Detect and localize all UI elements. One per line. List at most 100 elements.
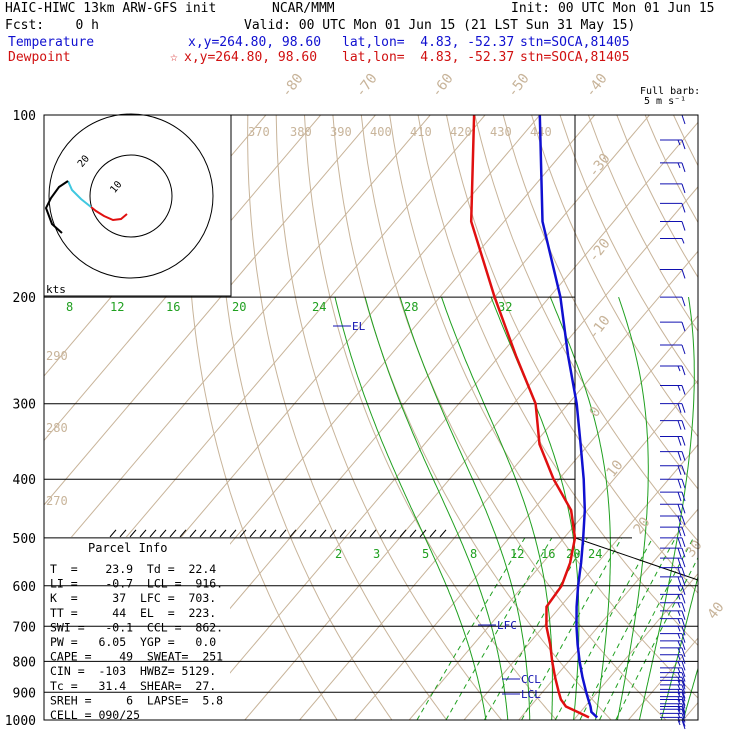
moist-adiabat	[638, 297, 695, 720]
wind-barb-half	[677, 162, 681, 169]
pressure-label-200: 200	[13, 291, 36, 306]
mixing-ratio-line	[579, 537, 676, 720]
isotherm-label: -80	[279, 71, 307, 101]
wind-barb	[660, 465, 686, 475]
level-label-lcl: LCL	[521, 688, 541, 701]
wind-barb	[660, 672, 686, 682]
temperature-station: stn=SOCA,81405	[520, 35, 630, 50]
wind-barb-flag	[681, 692, 686, 702]
pressure-label-700: 700	[13, 620, 36, 635]
freezing-hatch	[309, 529, 317, 538]
wind-barb-flag	[677, 515, 682, 526]
dewpoint-profile	[469, 114, 590, 719]
wind-barb	[660, 625, 686, 636]
dry-adiabat	[304, 115, 557, 720]
wind-barb-flag	[681, 365, 686, 376]
moist-adiabat-label: 12	[110, 300, 124, 314]
mixing-ratio-label: 3	[373, 547, 380, 561]
mixing-ratio-line	[554, 537, 654, 720]
wind-barb-flag	[677, 436, 682, 446]
wind-barb-flag	[681, 585, 686, 595]
mixing-ratio-label: 5	[422, 547, 429, 561]
temperature-profile	[538, 114, 599, 719]
wind-barb-half	[677, 684, 681, 691]
wind-barb-flag	[681, 465, 686, 475]
moist-adiabat-label: 8	[66, 300, 73, 314]
freezing-hatch	[219, 529, 227, 538]
hodograph-trace-high	[44, 180, 69, 234]
wind-barb	[660, 385, 686, 395]
wind-barb-flag	[681, 647, 686, 658]
freezing-hatch	[169, 529, 177, 538]
wind-barb-flag	[681, 183, 686, 194]
init-time: Init: 00 UTC Mon 01 Jun 15	[511, 1, 715, 16]
wind-barb	[660, 321, 686, 332]
mixing-ratio-line	[416, 537, 526, 720]
wind-barb-flag	[681, 322, 686, 332]
theta-label: 420	[450, 125, 472, 139]
wind-barb	[660, 403, 686, 413]
wind-barb	[660, 660, 686, 671]
parcel-info-row: SREH = 6 LAPSE= 5.8	[50, 693, 223, 707]
dewpoint-latlon: lat,lon= 4.83, -52.37	[342, 50, 515, 65]
wind-barb-half	[677, 713, 681, 719]
wind-barb-flag	[681, 677, 686, 687]
wind-barb	[660, 268, 686, 279]
wind-barb-flag	[681, 526, 686, 537]
dry-adiabat	[186, 115, 338, 720]
isotherm-line	[299, 250, 698, 720]
mixing-ratio-label: 20	[566, 547, 580, 561]
wind-barb-half	[677, 654, 681, 660]
freezing-hatch	[399, 529, 407, 538]
wind-barb	[660, 537, 686, 548]
isotherm-line	[244, 186, 698, 720]
wind-barb-flag	[681, 699, 686, 709]
wind-barb-flag	[677, 567, 682, 577]
wind-barb-flag	[681, 162, 686, 173]
parcel-info-row: CELL = 090/25	[50, 708, 140, 722]
moist-adiabat	[660, 574, 698, 720]
wind-barb-half	[677, 692, 681, 698]
wind-barb	[660, 503, 686, 514]
hodograph-ring-inner	[89, 154, 173, 238]
wind-barb	[660, 237, 685, 244]
freezing-hatch	[119, 529, 127, 538]
parcel-info-row: Tc = 31.4 SHEAR= 27.	[50, 679, 216, 693]
wind-barb-half	[677, 139, 681, 146]
hodograph-trace-mid	[67, 180, 92, 208]
wind-barb-half	[677, 680, 681, 686]
isotherm-label: -40	[583, 71, 611, 101]
wind-barb-flag	[681, 667, 686, 678]
wind-barb-half	[677, 618, 681, 624]
dewpoint-station: stn=SOCA,81405	[520, 50, 630, 65]
isotherm-line	[44, 115, 431, 571]
mixing-ratio-label: 2	[335, 547, 342, 561]
dry-adiabat	[217, 115, 393, 720]
isotherm-label: -60	[429, 71, 457, 101]
freezing-hatch	[329, 529, 337, 538]
wind-barb-half	[677, 385, 681, 391]
theta-label: 430	[490, 125, 512, 139]
mixing-ratio-label: 16	[541, 547, 555, 561]
wind-barb-half	[677, 719, 681, 726]
mixing-ratio-line	[615, 556, 698, 720]
parcel-info-title: Parcel Info	[88, 541, 167, 555]
freezing-hatch	[289, 529, 297, 538]
wind-barb	[660, 647, 686, 658]
wind-barb	[660, 706, 686, 716]
moist-adiabat	[549, 296, 611, 720]
wind-barb-flag	[681, 696, 686, 706]
wind-barb-flag	[677, 451, 682, 461]
freezing-hatch	[359, 529, 367, 538]
freezing-hatch	[129, 529, 137, 538]
theta-label: 410	[410, 125, 432, 139]
wind-barb	[660, 114, 686, 125]
pressure-label-300: 300	[13, 398, 36, 413]
barb-legend-line2: 5 m s⁻¹	[644, 96, 687, 107]
wind-barb-half	[677, 661, 681, 667]
moist-adiabat	[399, 296, 531, 720]
isotherm-label: 0	[587, 404, 605, 420]
wind-barb	[660, 691, 686, 702]
isotherm-label: -30	[586, 151, 614, 181]
